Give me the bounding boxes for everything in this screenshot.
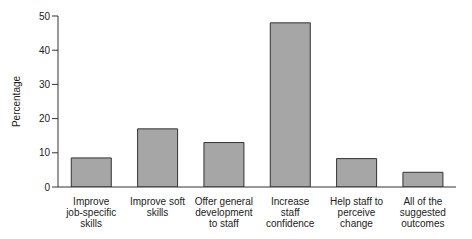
svg-text:10: 10 [39,147,51,158]
svg-text:Help staff toperceivechange: Help staff toperceivechange [330,196,384,229]
svg-text:Improve softskills: Improve softskills [130,196,185,218]
svg-text:0: 0 [44,182,50,193]
svg-text:20: 20 [39,113,51,124]
svg-text:Increasestaffconfidence: Increasestaffconfidence [266,196,315,229]
svg-text:All of thesuggestedoutcomes: All of thesuggestedoutcomes [400,196,446,229]
svg-text:Improvejob-specificskills: Improvejob-specificskills [65,196,116,229]
svg-text:30: 30 [39,79,51,90]
svg-text:Offer generaldevelopmentto sta: Offer generaldevelopmentto staff [195,196,253,229]
svg-text:Percentage: Percentage [11,75,22,127]
svg-text:40: 40 [39,45,51,56]
svg-text:50: 50 [39,11,51,22]
